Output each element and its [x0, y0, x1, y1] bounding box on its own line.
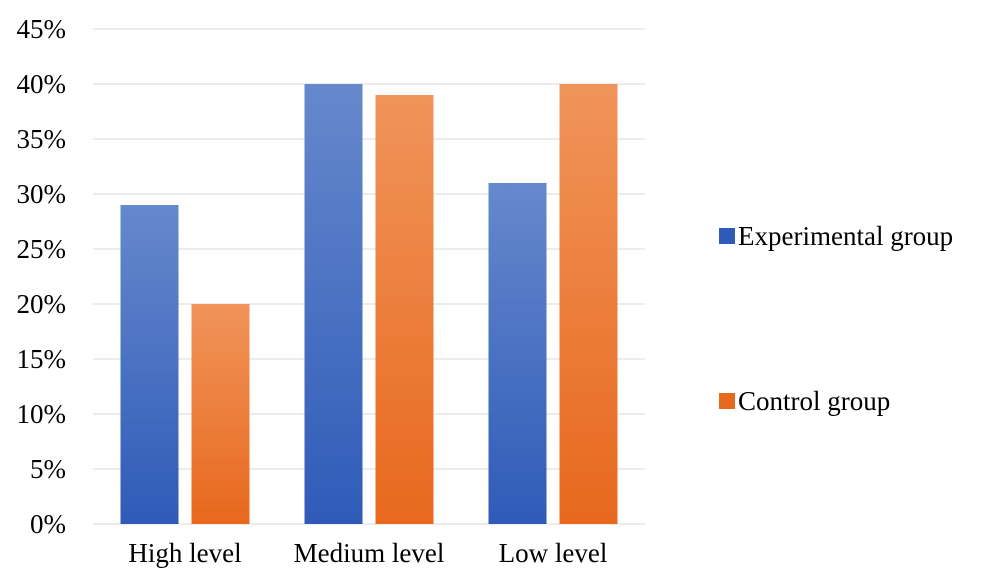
legend-swatch — [719, 393, 735, 409]
legend-swatch — [719, 228, 735, 244]
y-tick-label: 25% — [17, 234, 67, 264]
bar-control-0 — [191, 304, 250, 524]
x-axis-ticks: High level Medium level Low level — [128, 538, 607, 568]
bar-experimental-1 — [304, 84, 363, 524]
x-tick-label: High level — [128, 538, 241, 568]
y-tick-label: 0% — [30, 509, 66, 539]
y-tick-label: 5% — [30, 454, 66, 484]
legend-label: Control group — [738, 386, 890, 416]
x-tick-label: Medium level — [294, 538, 445, 568]
bars — [120, 84, 618, 524]
y-tick-label: 15% — [17, 344, 67, 374]
y-tick-label: 45% — [17, 14, 67, 44]
y-tick-label: 40% — [17, 69, 67, 99]
gridlines — [93, 28, 645, 525]
bar-experimental-2 — [488, 183, 547, 524]
legend-label: Experimental group — [738, 221, 953, 251]
y-tick-label: 20% — [17, 289, 67, 319]
bar-control-1 — [375, 95, 434, 524]
bar-experimental-0 — [120, 205, 179, 524]
legend: Experimental group Control group — [719, 221, 953, 416]
y-axis-ticks: 0% 5% 10% 15% 20% 25% 30% 35% 40% 45% — [17, 14, 67, 539]
y-tick-label: 35% — [17, 124, 67, 154]
y-tick-label: 10% — [17, 399, 67, 429]
bar-control-2 — [559, 84, 618, 524]
y-tick-label: 30% — [17, 179, 67, 209]
x-tick-label: Low level — [499, 538, 608, 568]
